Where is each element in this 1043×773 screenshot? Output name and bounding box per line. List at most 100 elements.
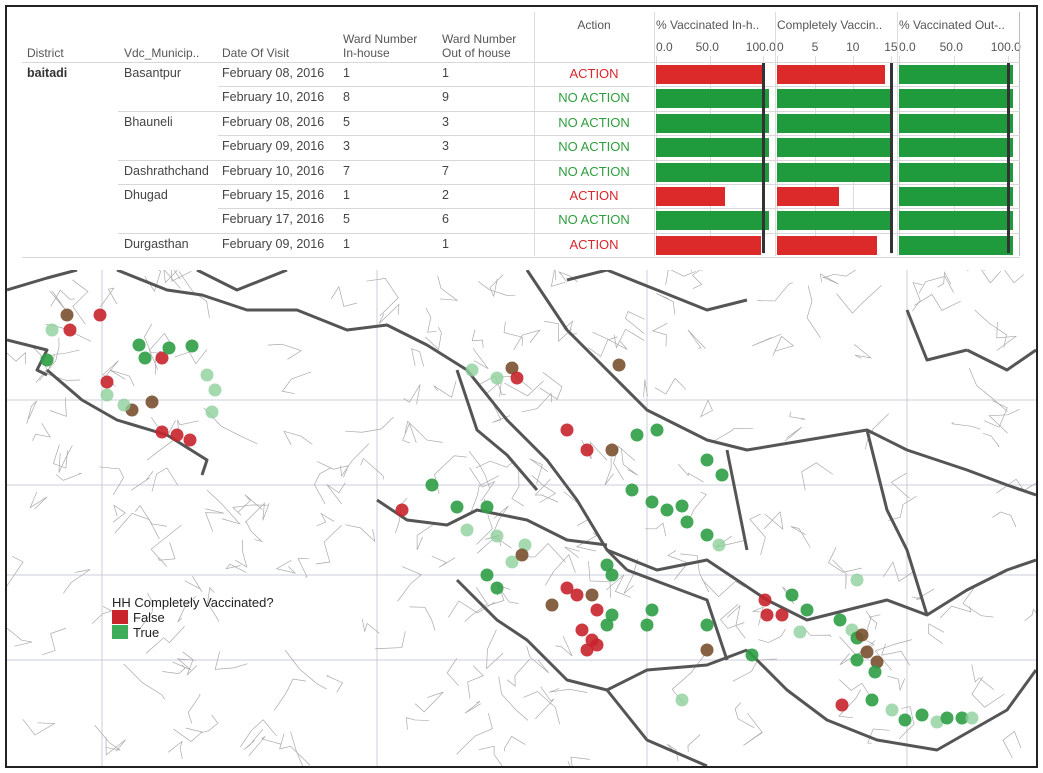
vdc-boundary <box>701 579 745 598</box>
bar-complete[interactable] <box>777 138 892 158</box>
bar-complete[interactable] <box>777 89 892 109</box>
map-point-true <box>640 618 654 632</box>
map-point-true <box>200 368 214 382</box>
reference-line <box>762 63 766 253</box>
vdc-boundary <box>99 287 118 308</box>
bar-pct_in[interactable] <box>656 138 769 158</box>
header-ward-in[interactable]: Ward Number <box>343 32 418 46</box>
bar-pct_in[interactable] <box>656 211 769 231</box>
map-point-true <box>100 388 114 402</box>
legend-item-false[interactable]: False <box>112 610 274 625</box>
bar-pct_out[interactable] <box>899 235 1013 255</box>
map-point-true <box>700 643 714 657</box>
vaccination-map[interactable] <box>7 270 1036 766</box>
bar-complete[interactable] <box>777 162 892 182</box>
vdc-boundary <box>177 419 199 437</box>
map-legend: HH Completely Vaccinated? False True <box>112 595 274 640</box>
header-pct_out[interactable]: % Vaccinated Out-.. <box>899 18 1005 32</box>
bar-complete[interactable] <box>777 187 840 206</box>
header-ward-out[interactable]: Ward Number <box>442 32 517 46</box>
bar-complete[interactable] <box>777 211 892 231</box>
vdc-boundary <box>667 550 689 580</box>
vdc-boundary <box>207 586 220 622</box>
header-pct_in[interactable]: % Vaccinated In-h.. <box>656 18 760 32</box>
vdc-boundary <box>151 467 179 492</box>
legend-item-true[interactable]: True <box>112 625 274 640</box>
bar-complete[interactable] <box>777 235 878 255</box>
map-point-true <box>930 715 944 729</box>
map-point-true <box>645 495 659 509</box>
header-ward-in-2[interactable]: In-house <box>343 46 390 60</box>
vdc-boundary <box>790 526 811 548</box>
vdc-boundary <box>687 329 706 349</box>
bar-complete[interactable] <box>777 65 886 84</box>
vdc-boundary <box>836 285 882 314</box>
vdc-boundary <box>726 604 746 639</box>
vdc-boundary <box>971 664 995 691</box>
district-boundary <box>606 548 1036 622</box>
bar-complete[interactable] <box>777 113 892 133</box>
vdc-boundary <box>468 451 491 489</box>
axis-tick-pct_out: 0.0 <box>899 40 916 54</box>
vdc-boundary <box>526 646 550 674</box>
bar-pct_in[interactable] <box>656 113 769 133</box>
vdc-boundary <box>667 743 679 762</box>
vdc-boundary <box>665 270 696 285</box>
vdc-boundary <box>275 560 297 574</box>
vdc-boundary <box>378 303 400 324</box>
vdc-boundary <box>248 736 282 757</box>
vdc-boundary <box>316 512 335 527</box>
bar-pct_out[interactable] <box>899 211 1013 231</box>
vdc-boundary <box>279 733 311 766</box>
map-point-true <box>745 648 759 662</box>
axis-tick-pct_in: 50.0 <box>695 40 719 54</box>
district-cell: baitadi <box>27 66 68 80</box>
vdc-boundary <box>677 463 704 483</box>
action-cell: NO ACTION <box>558 212 630 228</box>
bar-pct_out[interactable] <box>899 89 1013 109</box>
bar-pct_in[interactable] <box>656 162 769 182</box>
header-divider <box>22 62 1020 63</box>
date-cell: February 15, 2016 <box>222 188 325 202</box>
map-point-true <box>450 500 464 514</box>
bar-pct_out[interactable] <box>899 187 1013 206</box>
row-divider <box>118 232 1020 234</box>
bar-pct_in[interactable] <box>656 89 769 109</box>
vdc-boundary <box>555 635 573 657</box>
vdc-boundary <box>477 375 506 396</box>
vdc-cell: Dhugad <box>124 188 168 202</box>
map-point-true <box>885 703 899 717</box>
map-point-false <box>63 323 77 337</box>
map-point-true <box>675 499 689 513</box>
vdc-boundary <box>405 717 429 730</box>
vdc-boundary <box>402 422 417 444</box>
map-point-false <box>775 608 789 622</box>
bar-pct_out[interactable] <box>899 138 1013 158</box>
bar-pct_in[interactable] <box>656 65 764 84</box>
bar-pct_in[interactable] <box>656 235 762 255</box>
bar-pct_out[interactable] <box>899 65 1013 84</box>
header-date[interactable]: Date Of Visit <box>222 46 290 60</box>
district-boundary <box>745 648 1036 752</box>
map-point-true <box>585 588 599 602</box>
map-point-false <box>758 593 772 607</box>
action-cell: NO ACTION <box>558 163 630 179</box>
vdc-cell: Durgasthan <box>124 236 189 251</box>
vdc-boundary <box>366 278 399 317</box>
map-point-true <box>505 555 519 569</box>
header-district[interactable]: District <box>27 46 64 60</box>
vdc-boundary <box>267 343 303 360</box>
vdc-boundary <box>732 658 777 682</box>
header-vdc[interactable]: Vdc_Municip.. <box>124 46 200 60</box>
vdc-boundary <box>651 322 668 347</box>
bar-pct_in[interactable] <box>656 187 725 206</box>
vdc-boundary <box>184 575 203 592</box>
header-action[interactable]: Action <box>577 18 611 32</box>
vdc-boundary <box>314 467 332 505</box>
axis-tick-pct_out: 50.0 <box>939 40 963 54</box>
header-ward-out-2[interactable]: Out of house <box>442 46 511 60</box>
bar-pct_out[interactable] <box>899 162 1013 182</box>
bar-pct_out[interactable] <box>899 113 1013 133</box>
header-complete[interactable]: Completely Vaccin.. <box>777 18 883 32</box>
map-point-false <box>570 588 584 602</box>
